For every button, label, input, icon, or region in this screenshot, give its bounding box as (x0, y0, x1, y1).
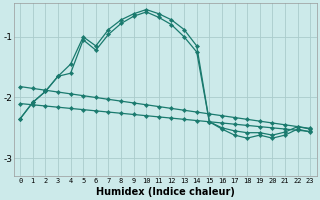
X-axis label: Humidex (Indice chaleur): Humidex (Indice chaleur) (96, 187, 235, 197)
